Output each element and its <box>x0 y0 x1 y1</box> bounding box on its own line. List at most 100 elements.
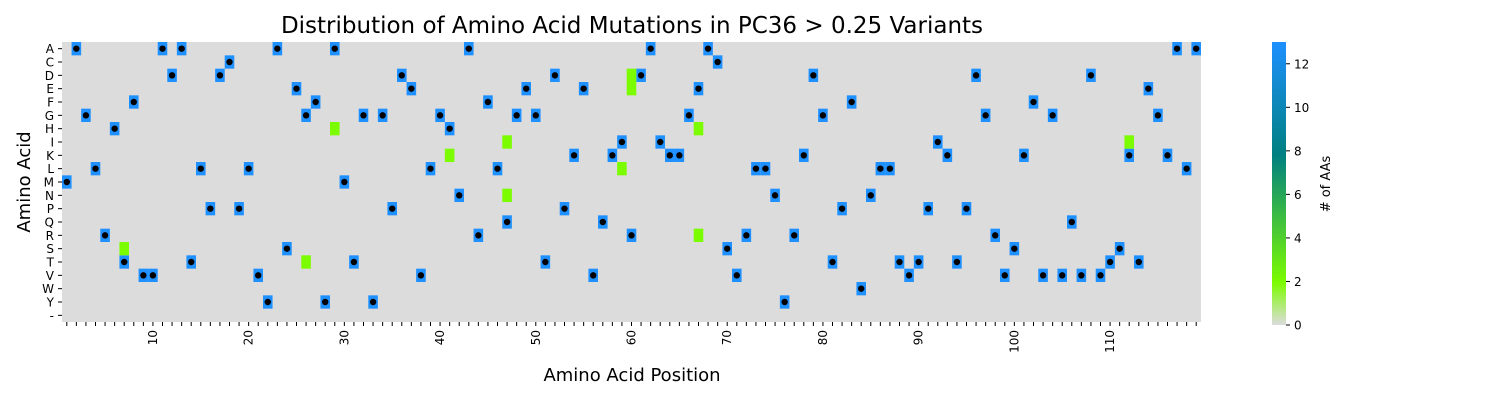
wildtype-dot-T-110 <box>1106 258 1114 266</box>
wildtype-dot-T-31 <box>350 258 358 266</box>
wildtype-markers <box>63 45 1200 306</box>
x-tick-label-40: 40 <box>433 330 447 345</box>
wildtype-dot-V-38 <box>417 272 425 279</box>
y-tick-label-P: P <box>47 202 54 216</box>
colorbar-tick-label-10: 10 <box>1294 101 1309 115</box>
x-tick-label-30: 30 <box>337 330 351 345</box>
wildtype-dot-C-18 <box>226 58 233 66</box>
wildtype-dot-R-60 <box>628 232 635 239</box>
wildtype-dot-R-44 <box>475 232 482 239</box>
wildtype-dot-F-8 <box>130 98 137 106</box>
wildtype-dot-D-61 <box>637 72 645 79</box>
wildtype-dot-M-30 <box>341 178 348 186</box>
y-tick-label-Q: Q <box>45 216 54 230</box>
heatmap-cell-I-47 <box>502 135 512 149</box>
wildtype-dot-G-3 <box>82 112 90 119</box>
wildtype-dot-Y-76 <box>781 298 788 306</box>
wildtype-dot-P-91 <box>925 205 932 212</box>
wildtype-dot-K-54 <box>570 152 578 159</box>
wildtype-dot-T-51 <box>542 258 549 266</box>
wildtype-dot-K-58 <box>609 152 616 159</box>
wildtype-dot-E-49 <box>523 85 530 92</box>
wildtype-dot-F-27 <box>312 98 319 106</box>
wildtype-dot-C-69 <box>714 58 721 66</box>
wildtype-dot-R-72 <box>743 232 750 239</box>
wildtype-dot-D-96 <box>972 72 980 79</box>
wildtype-dot-K-101 <box>1020 152 1028 159</box>
heatmap-cell-L-59 <box>617 162 627 176</box>
wildtype-dot-A-23 <box>274 45 281 52</box>
x-axis-ticks <box>66 322 1197 326</box>
wildtype-dot-F-102 <box>1030 98 1037 106</box>
wildtype-dot-K-78 <box>800 152 807 159</box>
colorbar-gradient <box>1272 42 1286 325</box>
wildtype-dot-D-108 <box>1087 72 1095 79</box>
y-tick-label-V: V <box>46 269 55 283</box>
wildtype-dot-A-11 <box>159 45 166 52</box>
wildtype-dot-G-66 <box>685 112 693 119</box>
wildtype-dot-G-48 <box>513 112 520 119</box>
colorbar-ticks: 0 2 4 6 8 10 12 <box>1286 57 1309 333</box>
wildtype-dot-T-90 <box>915 258 922 266</box>
x-tick-label-60: 60 <box>625 330 639 345</box>
wildtype-dot-D-17 <box>216 72 224 79</box>
wildtype-dot-D-79 <box>810 72 817 79</box>
wildtype-dot-T-113 <box>1135 258 1142 266</box>
wildtype-dot-S-70 <box>724 245 731 252</box>
wildtype-dot-R-98 <box>992 232 999 239</box>
wildtype-dot-K-93 <box>944 152 951 159</box>
y-tick-label-D: D <box>45 69 54 83</box>
wildtype-dot-A-29 <box>331 45 338 52</box>
wildtype-dot-G-97 <box>982 112 989 119</box>
heatmap-cell-S-7 <box>119 242 129 256</box>
y-tick-label-gap: - <box>50 309 54 323</box>
wildtype-dot-E-114 <box>1145 85 1152 92</box>
x-tick-label-80: 80 <box>816 330 830 345</box>
wildtype-dot-S-24 <box>283 245 291 252</box>
wildtype-dot-L-20 <box>245 165 252 172</box>
y-tick-label-S: S <box>46 242 54 256</box>
wildtype-dot-Y-22 <box>264 298 271 306</box>
wildtype-dot-Q-47 <box>503 218 511 226</box>
wildtype-dot-R-5 <box>101 232 109 239</box>
y-tick-label-T: T <box>46 256 55 270</box>
y-tick-label-M: M <box>44 176 54 190</box>
colorbar-tick-label-4: 4 <box>1294 231 1302 245</box>
wildtype-dot-F-45 <box>484 98 492 106</box>
wildtype-dot-L-86 <box>877 165 884 172</box>
wildtype-dot-G-34 <box>379 112 386 119</box>
y-tick-label-C: C <box>46 56 54 70</box>
wildtype-dot-P-95 <box>963 205 970 212</box>
wildtype-dot-N-75 <box>771 192 779 199</box>
wildtype-dot-A-119 <box>1193 45 1200 52</box>
wildtype-dot-V-89 <box>905 272 913 279</box>
wildtype-dot-V-99 <box>1001 272 1008 279</box>
wildtype-dot-T-7 <box>121 258 128 266</box>
y-tick-label-K: K <box>46 149 55 163</box>
colorbar-tick-label-6: 6 <box>1294 188 1302 202</box>
wildtype-dot-G-40 <box>436 112 444 119</box>
wildtype-dot-D-12 <box>168 72 176 79</box>
y-tick-label-W: W <box>42 282 54 296</box>
wildtype-dot-E-37 <box>408 85 415 92</box>
wildtype-dot-G-50 <box>532 112 539 119</box>
wildtype-dot-T-81 <box>829 258 836 266</box>
y-tick-label-I: I <box>50 136 54 150</box>
wildtype-dot-Y-28 <box>322 298 329 306</box>
chart-title: Distribution of Amino Acid Mutations in … <box>281 13 983 39</box>
wildtype-dot-I-59 <box>618 138 626 146</box>
wildtype-dot-Y-33 <box>369 298 377 306</box>
wildtype-dot-K-112 <box>1126 152 1133 159</box>
wildtype-dot-L-73 <box>752 165 760 172</box>
x-tick-label-10: 10 <box>146 330 160 345</box>
wildtype-dot-P-82 <box>838 205 846 212</box>
wildtype-dot-H-6 <box>111 125 118 132</box>
wildtype-dot-S-100 <box>1011 245 1018 252</box>
wildtype-dot-L-39 <box>427 165 434 172</box>
wildtype-dot-K-64 <box>666 152 673 159</box>
wildtype-dot-L-74 <box>762 165 769 172</box>
wildtype-dot-P-19 <box>235 205 243 212</box>
y-axis-ticks <box>58 48 62 316</box>
wildtype-dot-E-67 <box>695 85 702 92</box>
